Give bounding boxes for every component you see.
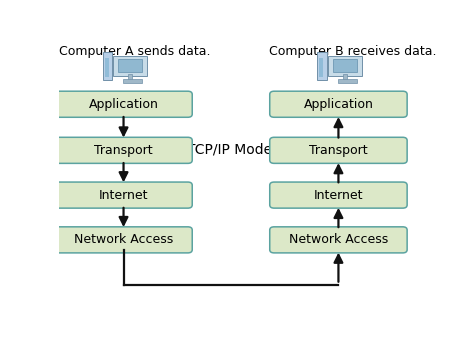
Text: Transport: Transport: [309, 144, 368, 157]
FancyBboxPatch shape: [128, 75, 132, 80]
Text: Application: Application: [89, 98, 158, 111]
Text: Application: Application: [303, 98, 374, 111]
FancyBboxPatch shape: [118, 59, 142, 72]
FancyBboxPatch shape: [270, 91, 407, 117]
Text: Internet: Internet: [99, 188, 148, 201]
FancyBboxPatch shape: [270, 227, 407, 253]
Text: Transport: Transport: [94, 144, 153, 157]
Text: Network Access: Network Access: [289, 233, 388, 246]
FancyBboxPatch shape: [105, 58, 109, 77]
FancyBboxPatch shape: [55, 91, 192, 117]
FancyBboxPatch shape: [270, 182, 407, 208]
FancyBboxPatch shape: [102, 52, 112, 80]
FancyBboxPatch shape: [343, 75, 347, 80]
FancyBboxPatch shape: [318, 52, 327, 80]
FancyBboxPatch shape: [123, 79, 142, 83]
FancyBboxPatch shape: [55, 227, 192, 253]
FancyBboxPatch shape: [333, 59, 357, 72]
FancyBboxPatch shape: [337, 79, 357, 83]
FancyBboxPatch shape: [270, 137, 407, 163]
Text: Computer B receives data.: Computer B receives data.: [269, 45, 437, 58]
Text: Computer A sends data.: Computer A sends data.: [59, 45, 210, 58]
Text: Internet: Internet: [314, 188, 363, 201]
FancyBboxPatch shape: [55, 182, 192, 208]
FancyBboxPatch shape: [113, 56, 146, 76]
Text: Network Access: Network Access: [74, 233, 173, 246]
FancyBboxPatch shape: [328, 56, 362, 76]
FancyBboxPatch shape: [319, 58, 323, 77]
FancyBboxPatch shape: [55, 137, 192, 163]
Text: TCP/IP Model: TCP/IP Model: [187, 142, 276, 156]
